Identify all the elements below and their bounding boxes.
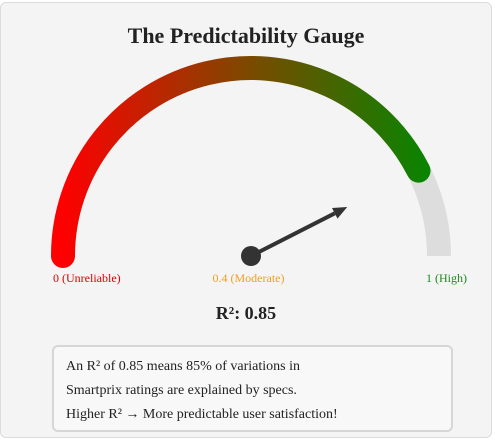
gauge bbox=[51, 56, 451, 268]
gauge-track bbox=[51, 56, 451, 257]
label-unreliable: 0 (Unreliable) bbox=[53, 271, 121, 285]
label-high: 1 (High) bbox=[426, 271, 467, 285]
r-squared-value: R²: 0.85 bbox=[215, 303, 277, 323]
explanation-line-2: Smartprix ratings are explained by specs… bbox=[66, 383, 297, 398]
page-title: The Predictability Gauge bbox=[127, 23, 365, 48]
explanation-line-1: An R² of 0.85 means 85% of variations in bbox=[66, 359, 300, 374]
gauge-needle bbox=[250, 211, 336, 258]
needle-arrowhead bbox=[332, 206, 348, 219]
gauge-hub bbox=[241, 246, 261, 266]
explanation-box: An R² of 0.85 means 85% of variations in… bbox=[52, 345, 453, 432]
gauge-value-arc bbox=[51, 56, 431, 268]
label-moderate: 0.4 (Moderate) bbox=[212, 271, 285, 285]
explanation-line-3: Higher R² → More predictable user satisf… bbox=[66, 407, 338, 422]
